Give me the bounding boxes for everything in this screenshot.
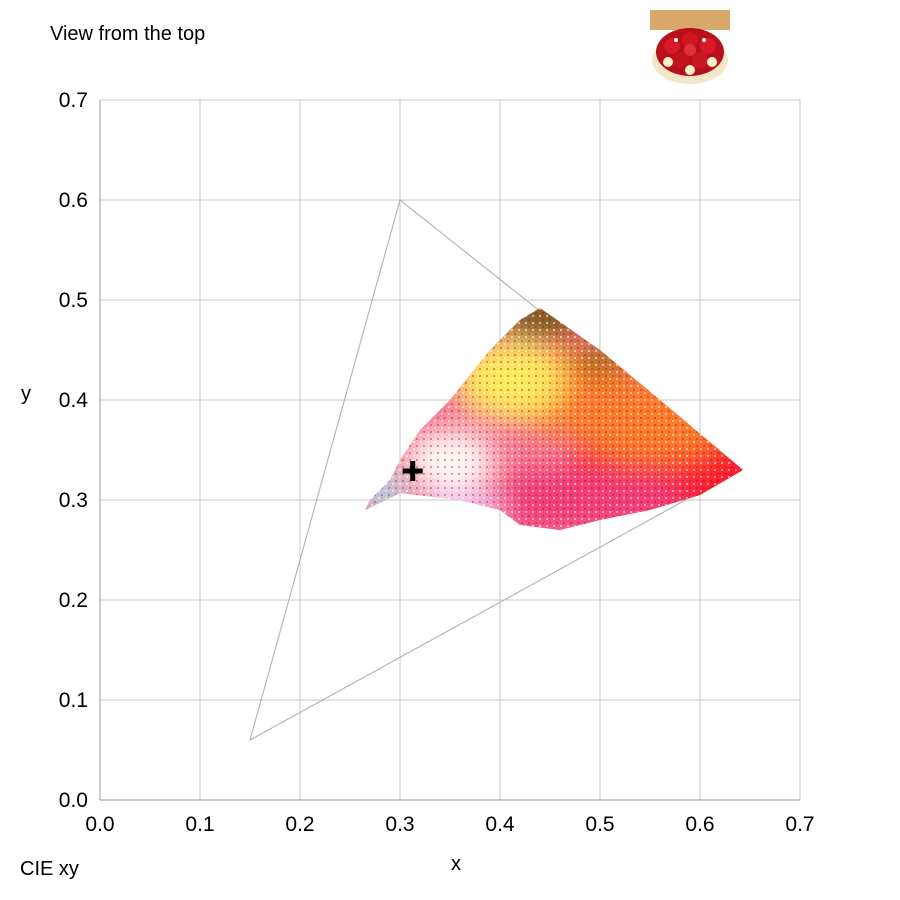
grid — [99, 99, 801, 801]
y-tick-label: 0.5 — [59, 289, 88, 312]
x-tick-label: 0.1 — [185, 813, 214, 836]
x-tick-label: 0.7 — [785, 813, 814, 836]
strawberry-tart-thumbnail — [650, 10, 730, 86]
x-tick-label: 0.2 — [285, 813, 314, 836]
x-tick-label: 0.5 — [585, 813, 614, 836]
y-tick-label: 0.1 — [59, 689, 88, 712]
x-axis-label: x — [451, 853, 461, 875]
y-tick-label: 0.6 — [59, 189, 88, 212]
y-axis-label: y — [21, 383, 31, 405]
white-point-marker — [402, 461, 423, 481]
color-point-cloud — [365, 308, 743, 530]
color-space-label: CIE xy — [20, 858, 79, 880]
x-axis-ticks: 0.0 0.1 0.2 0.3 0.4 0.5 0.6 0.7 — [85, 813, 814, 836]
x-tick-label: 0.0 — [85, 813, 114, 836]
y-tick-label: 0.4 — [59, 389, 89, 412]
x-tick-label: 0.4 — [485, 813, 515, 836]
view-label: View from the top — [50, 23, 205, 45]
y-tick-label: 0.7 — [59, 89, 88, 112]
x-tick-label: 0.6 — [685, 813, 714, 836]
y-tick-label: 0.0 — [59, 789, 88, 812]
x-tick-label: 0.3 — [385, 813, 414, 836]
y-axis-ticks: 0.0 0.1 0.2 0.3 0.4 0.5 0.6 0.7 — [59, 89, 89, 812]
y-tick-label: 0.2 — [59, 589, 88, 612]
y-tick-label: 0.3 — [59, 489, 88, 512]
